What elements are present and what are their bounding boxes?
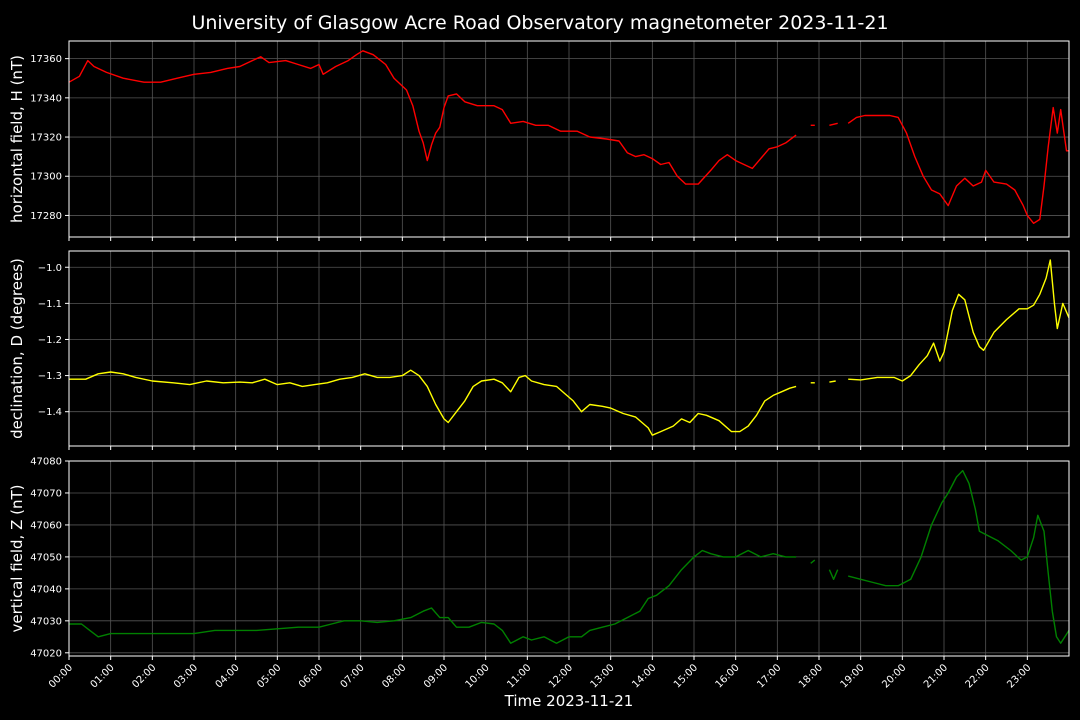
x-tick-label: 02:00	[130, 662, 158, 690]
y-tick-label: 47020	[30, 648, 62, 659]
series-Z-segment	[828, 569, 839, 580]
series-D-segment	[69, 369, 797, 436]
panel-H: 17280 17300 17320 17340 17360 horizontal fiel…	[8, 40, 1070, 241]
x-tick-label: 06:00	[297, 662, 325, 690]
x-tick-label: 21:00	[922, 662, 950, 690]
x-axis-label: Time 2023-11-21	[504, 692, 634, 710]
y-tick-label: −1.1	[38, 299, 62, 310]
x-tick-label: 09:00	[422, 662, 450, 690]
x-tick-label: 14:00	[630, 662, 658, 690]
x-tick-label: 07:00	[339, 662, 367, 690]
y-tick-label: 47030	[30, 616, 62, 627]
y-tick-label: 47040	[30, 584, 62, 595]
x-tick-label: 01:00	[89, 662, 117, 690]
series-Z-segment	[848, 469, 1070, 644]
y-tick-label: −1.4	[38, 407, 62, 418]
y-tick-label: −1.0	[38, 263, 62, 274]
series-H-segment	[829, 122, 838, 126]
x-tick-label: 04:00	[214, 662, 242, 690]
series-Z-segment	[810, 559, 816, 564]
panel-Z: 47020 47030 47040 47050 47060 47070 47080 verti…	[8, 457, 1070, 660]
y-axis-label-D: declination, D (degrees)	[8, 258, 26, 439]
x-tick-label: 12:00	[547, 662, 575, 690]
chart-title: University of Glasgow Acre Road Observat…	[191, 12, 888, 34]
x-tick-label: 11:00	[505, 662, 533, 690]
series-H-segment	[68, 50, 797, 185]
x-tick-label: 15:00	[672, 662, 700, 690]
y-tick-label: 47050	[30, 552, 62, 563]
x-tick-label: 08:00	[380, 662, 408, 690]
x-tick-label: 16:00	[714, 662, 742, 690]
y-tick-label: 17360	[30, 54, 62, 65]
x-tick-label: 22:00	[964, 662, 992, 690]
series-H-segment	[847, 106, 1069, 224]
x-tick-label: 03:00	[172, 662, 200, 690]
y-tick-label: 17320	[30, 133, 62, 144]
x-tick-label: 20:00	[880, 662, 908, 690]
y-tick-label: 47080	[30, 457, 62, 468]
panel-frame	[68, 460, 1070, 657]
y-tick-label: 47060	[30, 520, 62, 531]
x-tick-label: 23:00	[1005, 662, 1033, 690]
series-Z-segment	[69, 549, 797, 644]
y-tick-label: −1.3	[38, 371, 62, 382]
y-tick-label: 47070	[30, 488, 62, 499]
y-tick-label: 17340	[30, 93, 62, 104]
y-tick-label: −1.2	[38, 335, 62, 346]
x-tick-label: 13:00	[589, 662, 617, 690]
panel-D: −1.4 −1.3 −1.2 −1.1 −1.0 declination, D (degr…	[8, 250, 1070, 450]
panel-frame	[68, 250, 1070, 447]
panel-frame	[68, 40, 1070, 238]
x-tick-label: 10:00	[464, 662, 492, 690]
x-tick-label: 05:00	[255, 662, 283, 690]
y-tick-label: 17300	[30, 172, 62, 183]
series-D-segment	[829, 380, 836, 383]
y-axis-label-H: horizontal field, H (nT)	[8, 55, 26, 223]
y-tick-label: 17280	[30, 211, 62, 222]
series-D-segment	[848, 259, 1070, 382]
x-tick-label: 19:00	[839, 662, 867, 690]
x-tick-label: 17:00	[755, 662, 783, 690]
x-tick-label: 00:00	[47, 662, 75, 690]
x-tick-label: 18:00	[797, 662, 825, 690]
panels-group: 17280 17300 17320 17340 17360 horizontal fiel…	[8, 40, 1070, 691]
y-axis-label-Z: vertical field, Z (nT)	[8, 484, 26, 632]
